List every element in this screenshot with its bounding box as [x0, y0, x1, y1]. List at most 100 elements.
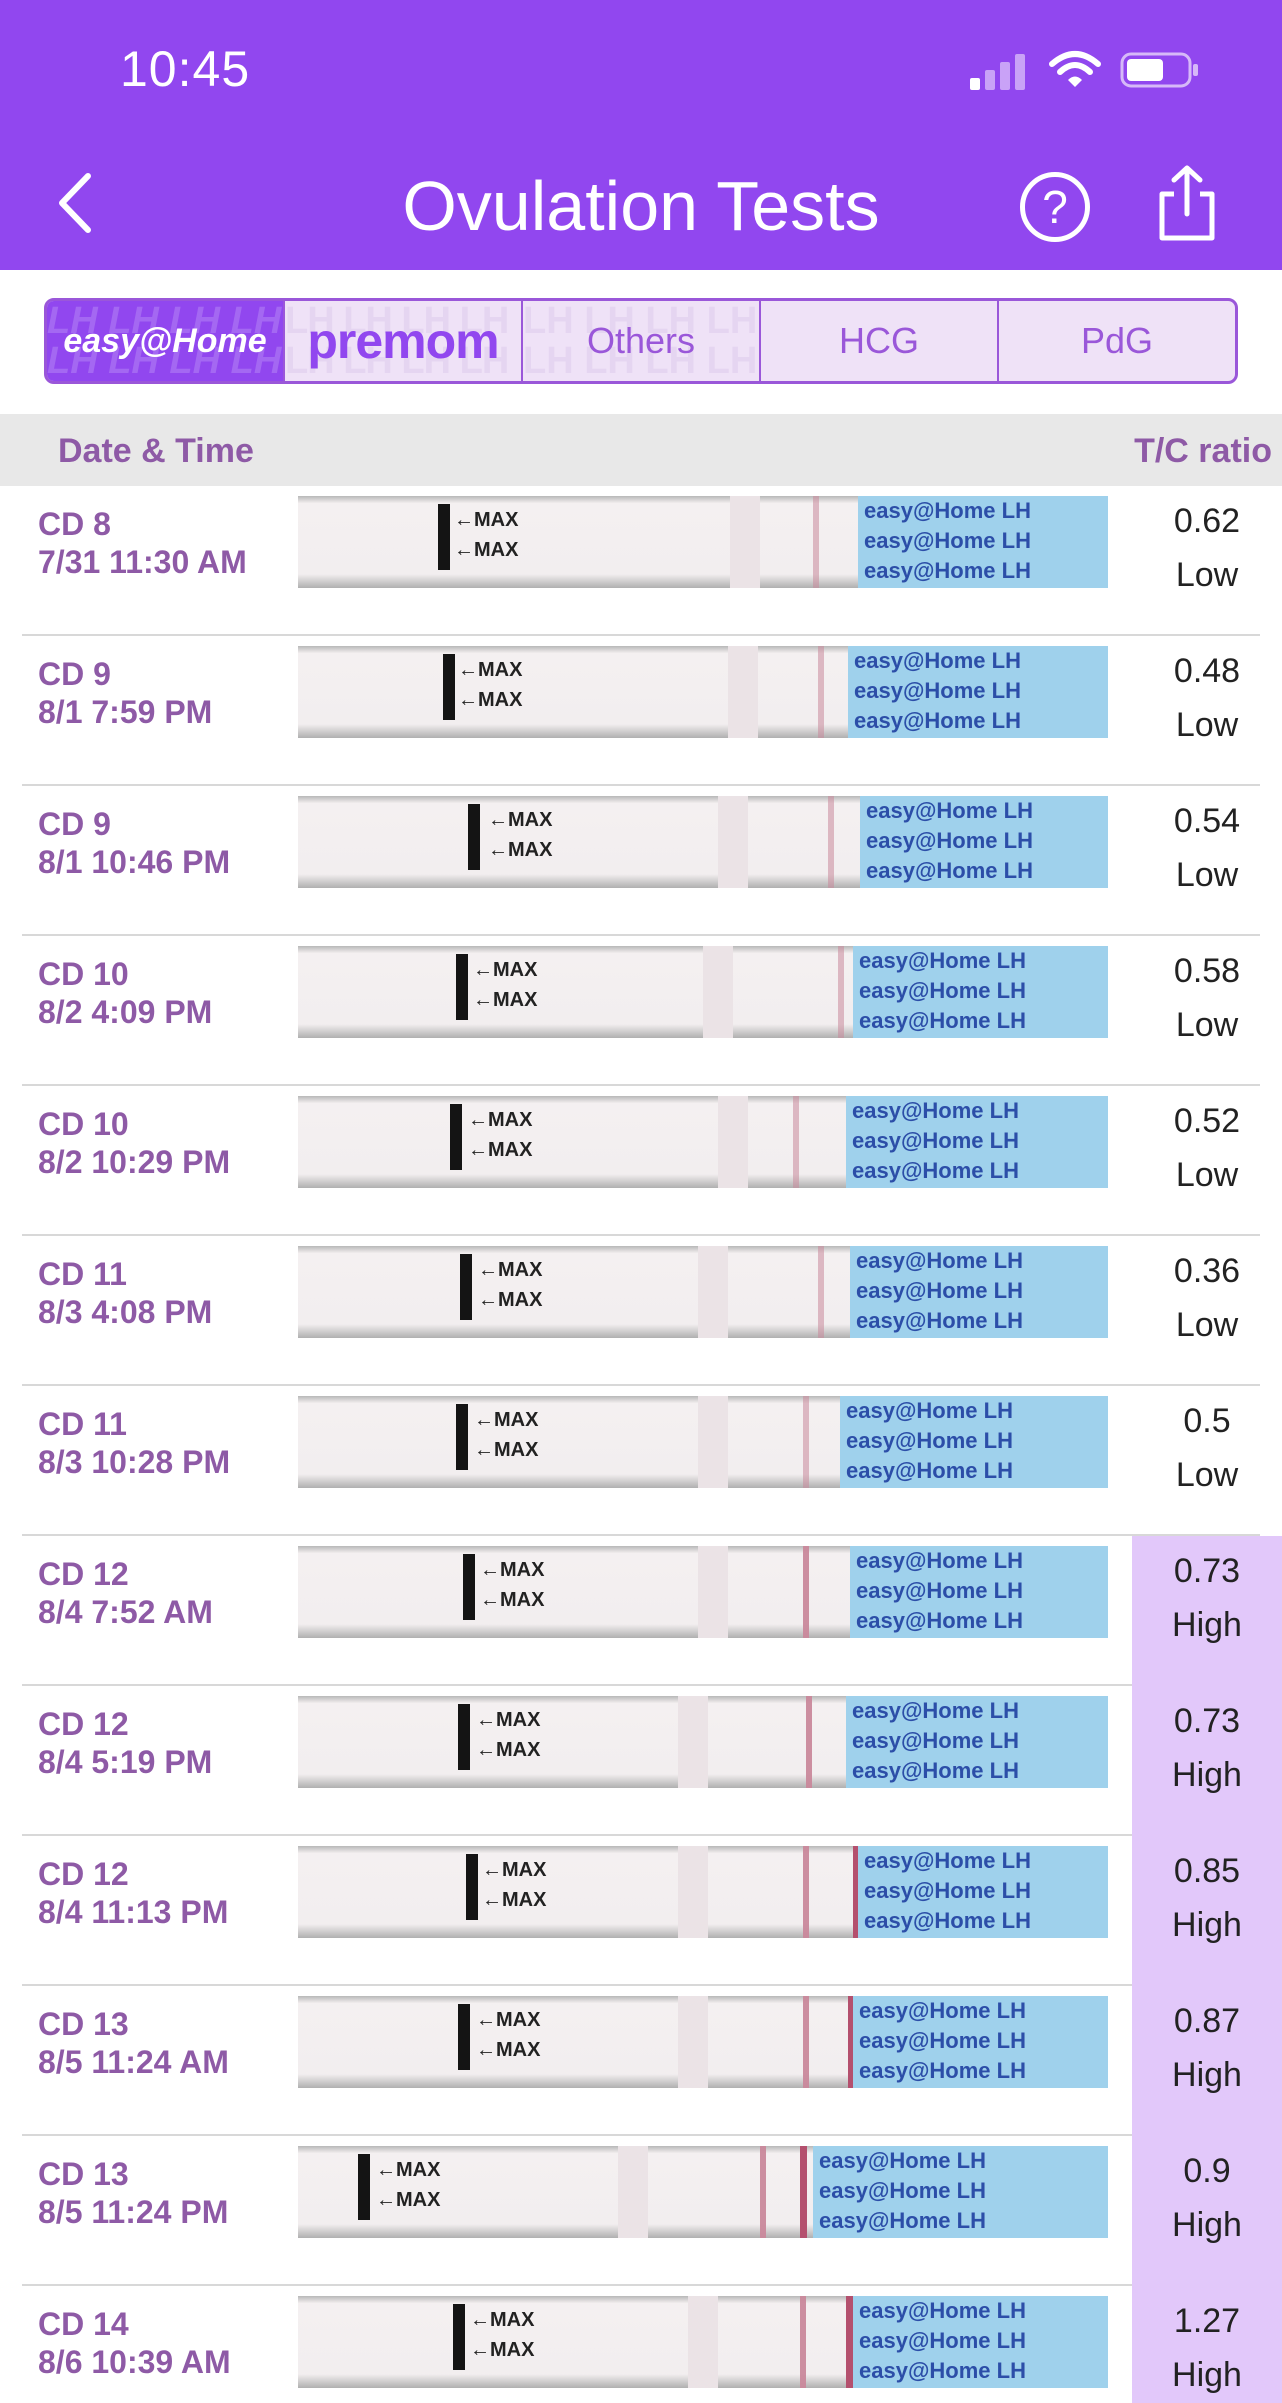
strip-brand-text: easy@Home LH	[854, 648, 1021, 673]
test-row[interactable]: CD 10 8/2 4:09 PM ←MAX ←MAX easy@Home LH…	[22, 936, 1260, 1086]
tab-others[interactable]: LH LH LH LH LH LH LH LH Others	[523, 301, 761, 381]
cycle-day: CD 12	[38, 1556, 129, 1592]
tab-hcg[interactable]: HCG	[761, 301, 999, 381]
strip-brand-text: easy@Home LH	[859, 1008, 1026, 1033]
test-row[interactable]: CD 9 8/1 7:59 PM ←MAX ←MAX easy@Home LH …	[22, 636, 1260, 786]
strip-brand-text: easy@Home LH	[856, 1578, 1023, 1603]
test-strip-image[interactable]: ←MAX ←MAX easy@Home LH easy@Home LH easy…	[298, 1696, 1108, 1788]
strip-brand-text: easy@Home LH	[819, 2178, 986, 2203]
strip-max-label: ←MAX	[476, 1739, 541, 1761]
test-datetime: 8/5 11:24 PM	[38, 2194, 229, 2230]
ratio-cell: 0.5 Low	[1132, 1386, 1282, 1536]
tab-premom[interactable]: LH LH LH LH LH LH LH LH premom	[285, 301, 523, 381]
page-title: Ovulation Tests	[402, 167, 880, 245]
strip-max-label: ←MAX	[376, 2189, 441, 2211]
test-row[interactable]: CD 8 7/31 11:30 AM ←MAX ←MAX easy@Home L…	[22, 486, 1260, 636]
strip-max-label: ←MAX	[470, 2309, 535, 2331]
test-strip-image[interactable]: ←MAX ←MAX easy@Home LH easy@Home LH easy…	[298, 1096, 1108, 1188]
strip-max-label: ←MAX	[482, 1889, 547, 1911]
lh-level: Low	[1175, 706, 1239, 744]
ratio-cell: 0.87 High	[1132, 1986, 1282, 2136]
strip-brand-text: easy@Home LH	[854, 678, 1021, 703]
strip-brand-text: easy@Home LH	[854, 708, 1021, 733]
test-strip-image[interactable]: ←MAX ←MAX easy@Home LH easy@Home LH easy…	[298, 1546, 1108, 1638]
test-strip-image[interactable]: ←MAX ←MAX easy@Home LH easy@Home LH easy…	[298, 1996, 1108, 2088]
strip-brand-text: easy@Home LH	[859, 2028, 1026, 2053]
strip-max-label: ←MAX	[470, 2339, 535, 2361]
strip-test-line	[760, 2146, 766, 2238]
app-header: 10:45 Ovulation Tests ?	[0, 0, 1282, 270]
strip-marker	[443, 654, 455, 720]
strip-brand-text: easy@Home LH	[864, 498, 1031, 523]
strip-test-line	[803, 1396, 809, 1488]
strip-brand-area: easy@Home LH easy@Home LH easy@Home LH	[858, 496, 1108, 588]
strip-brand-text: easy@Home LH	[866, 828, 1033, 853]
tab-pdg[interactable]: PdG	[999, 301, 1235, 381]
test-row[interactable]: CD 13 8/5 11:24 PM ←MAX ←MAX easy@Home L…	[22, 2136, 1282, 2286]
test-strip-image[interactable]: ←MAX ←MAX easy@Home LH easy@Home LH easy…	[298, 646, 1108, 738]
test-strip-image[interactable]: ←MAX ←MAX easy@Home LH easy@Home LH easy…	[298, 946, 1108, 1038]
ratio-cell: 0.73 High	[1132, 1686, 1282, 1836]
test-row[interactable]: CD 10 8/2 10:29 PM ←MAX ←MAX easy@Home L…	[22, 1086, 1260, 1236]
strip-marker	[450, 1104, 462, 1170]
strip-marker	[458, 2004, 470, 2070]
test-strip-image[interactable]: ←MAX ←MAX easy@Home LH easy@Home LH easy…	[298, 1246, 1108, 1338]
test-row[interactable]: CD 13 8/5 11:24 AM ←MAX ←MAX easy@Home L…	[22, 1986, 1282, 2136]
strip-test-line	[803, 1546, 809, 1638]
strip-shade	[678, 1996, 708, 2088]
tab-label: HCG	[839, 320, 919, 361]
test-row[interactable]: CD 9 8/1 10:46 PM ←MAX ←MAX easy@Home LH…	[22, 786, 1260, 936]
lh-level: Low	[1175, 856, 1239, 894]
strip-brand-text: easy@Home LH	[852, 1698, 1019, 1723]
strip-marker	[458, 1704, 470, 1770]
ratio-cell: 1.27 High	[1132, 2286, 1282, 2403]
ratio-cell: 0.62 Low	[1132, 486, 1282, 636]
test-row[interactable]: CD 11 8/3 10:28 PM ←MAX ←MAX easy@Home L…	[22, 1386, 1260, 1536]
test-row[interactable]: CD 14 8/6 10:39 AM ←MAX ←MAX easy@Home L…	[22, 2286, 1282, 2403]
strip-test-line	[828, 796, 834, 888]
test-row[interactable]: CD 12 8/4 11:13 PM ←MAX ←MAX easy@Home L…	[22, 1836, 1282, 1986]
cycle-day: CD 11	[38, 1256, 127, 1292]
strip-brand-text: easy@Home LH	[859, 948, 1026, 973]
strip-brand-text: easy@Home LH	[819, 2148, 986, 2173]
lh-level: High	[1172, 2356, 1242, 2394]
strip-max-label: ←MAX	[454, 509, 519, 531]
test-list: CD 8 7/31 11:30 AM ←MAX ←MAX easy@Home L…	[0, 486, 1282, 2403]
test-datetime: 8/2 4:09 PM	[38, 994, 213, 1030]
test-strip-image[interactable]: ←MAX ←MAX easy@Home LH easy@Home LH easy…	[298, 1396, 1108, 1488]
test-strip-image[interactable]: ←MAX ←MAX easy@Home LH easy@Home LH easy…	[298, 2296, 1108, 2388]
strip-brand-area: easy@Home LH easy@Home LH easy@Home LH	[846, 1096, 1108, 1188]
test-strip-image[interactable]: ←MAX ←MAX easy@Home LH easy@Home LH easy…	[298, 796, 1108, 888]
test-strip-image[interactable]: ←MAX ←MAX easy@Home LH easy@Home LH easy…	[298, 1846, 1108, 1938]
strip-brand-text: easy@Home LH	[852, 1728, 1019, 1753]
brand-tabs: LH LH LH LH LH LH LH LH easy@Home LH LH L…	[44, 298, 1238, 384]
column-header-date: Date & Time	[58, 432, 254, 470]
help-button[interactable]: ?	[1020, 172, 1090, 242]
strip-control-line	[800, 2146, 807, 2238]
cycle-day: CD 11	[38, 1406, 127, 1442]
tc-ratio-value: 0.36	[1173, 1252, 1241, 1290]
strip-max-label: ←MAX	[458, 689, 523, 711]
test-row[interactable]: CD 12 8/4 5:19 PM ←MAX ←MAX easy@Home LH…	[22, 1686, 1282, 1836]
strip-brand-text: easy@Home LH	[856, 1548, 1023, 1573]
share-icon[interactable]	[1152, 164, 1222, 244]
tab-easy-at-home[interactable]: LH LH LH LH LH LH LH LH easy@Home	[47, 301, 285, 381]
test-row[interactable]: CD 11 8/3 4:08 PM ←MAX ←MAX easy@Home LH…	[22, 1236, 1260, 1386]
test-row[interactable]: CD 12 8/4 7:52 AM ←MAX ←MAX easy@Home LH…	[22, 1536, 1282, 1686]
strip-shade	[618, 2146, 648, 2238]
cycle-day: CD 13	[38, 2006, 129, 2042]
wifi-icon	[1049, 51, 1101, 87]
strip-shade	[718, 1096, 748, 1188]
back-button[interactable]	[50, 168, 100, 238]
strip-test-line	[818, 1246, 824, 1338]
strip-marker	[438, 504, 450, 570]
test-datetime: 8/3 4:08 PM	[38, 1294, 213, 1330]
tc-ratio-value: 0.52	[1173, 1102, 1241, 1140]
test-datetime: 8/2 10:29 PM	[38, 1144, 231, 1180]
strip-marker	[456, 1404, 468, 1470]
strip-shade	[678, 1846, 708, 1938]
test-strip-image[interactable]: ←MAX ←MAX easy@Home LH easy@Home LH easy…	[298, 2146, 1108, 2238]
ratio-cell: 0.58 Low	[1132, 936, 1282, 1086]
strip-brand-text: easy@Home LH	[819, 2208, 986, 2233]
test-strip-image[interactable]: ←MAX ←MAX easy@Home LH easy@Home LH easy…	[298, 496, 1108, 588]
